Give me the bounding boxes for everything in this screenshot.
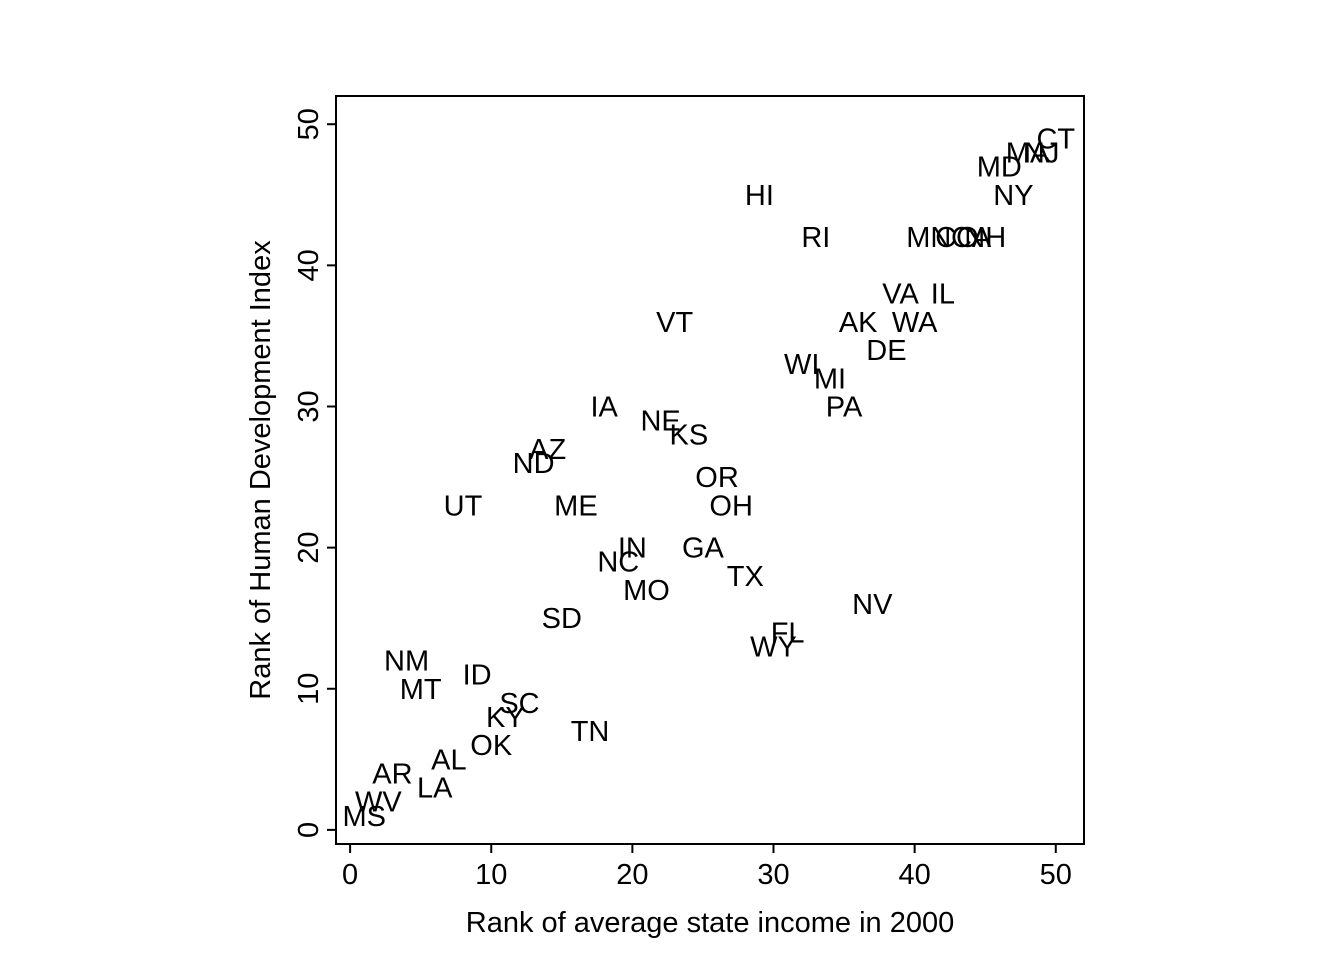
point-label-va: VA [882, 279, 919, 311]
x-tick-label: 30 [757, 859, 789, 891]
point-label-ky: KY [486, 702, 525, 734]
point-label-ks: KS [669, 420, 708, 452]
point-label-ny: NY [993, 180, 1033, 212]
y-tick-label: 50 [293, 108, 325, 140]
y-axis: 0 10 20 30 40 50 [293, 108, 336, 838]
point-label-id: ID [463, 660, 492, 692]
point-label-al: AL [431, 744, 466, 776]
x-tick-label: 50 [1040, 859, 1072, 891]
point-label-oh: OH [709, 490, 753, 522]
point-label-vt: VT [656, 307, 693, 339]
x-tick-label: 20 [616, 859, 648, 891]
point-label-mn: MN [906, 222, 951, 254]
point-label-or: OR [695, 462, 739, 494]
point-label-la: LA [417, 773, 453, 805]
point-label-co: CO [935, 222, 979, 254]
point-label-hi: HI [745, 180, 774, 212]
point-label-wv: WV [355, 787, 402, 819]
point-label-me: ME [554, 490, 598, 522]
point-label-ma: MA [1006, 137, 1050, 169]
y-tick-label: 40 [293, 249, 325, 281]
point-label-ut: UT [444, 490, 483, 522]
point-label-md: MD [977, 152, 1022, 184]
point-label-in: IN [618, 533, 647, 565]
point-label-ri: RI [801, 222, 830, 254]
point-label-mo: MO [623, 575, 670, 607]
y-tick-label: 0 [293, 822, 325, 838]
plot-frame [335, 95, 1085, 845]
point-label-wi: WI [784, 349, 819, 381]
point-label-tx: TX [727, 561, 764, 593]
x-tick-label: 40 [899, 859, 931, 891]
point-label-ak: AK [839, 307, 878, 339]
point-label-il: IL [931, 279, 955, 311]
x-tick-label: 0 [342, 859, 358, 891]
point-label-ms: MS [342, 801, 386, 833]
x-axis-title: Rank of average state income in 2000 [466, 907, 954, 939]
point-label-ok: OK [470, 730, 513, 762]
y-tick-label: 30 [293, 390, 325, 422]
point-label-de: DE [866, 335, 906, 367]
y-tick-label: 20 [293, 531, 325, 563]
point-label-nc: NC [597, 547, 639, 579]
point-label-sd: SD [542, 603, 582, 635]
point-label-ia: IA [590, 391, 618, 423]
point-label-ne: NE [640, 406, 680, 438]
point-label-ga: GA [682, 533, 725, 565]
point-label-tn: TN [571, 716, 610, 748]
point-label-sc: SC [499, 688, 539, 720]
point-label-nv: NV [852, 589, 893, 621]
point-label-az: AZ [529, 434, 566, 466]
x-tick-label: 10 [475, 859, 507, 891]
point-label-wy: WY [750, 631, 797, 663]
point-label-nd: ND [513, 448, 555, 480]
point-label-pa: PA [826, 391, 863, 423]
point-label-ca: CA [951, 222, 992, 254]
point-label-mi: MI [814, 363, 846, 395]
point-label-wa: WA [892, 307, 938, 339]
y-axis-title: Rank of Human Development Index [245, 240, 277, 700]
point-label-mt: MT [400, 674, 442, 706]
point-label-nh: NH [964, 222, 1006, 254]
point-label-nj: NJ [1024, 137, 1059, 169]
point-label-nm: NM [384, 646, 429, 678]
y-tick-label: 10 [293, 673, 325, 705]
point-label-ct: CT [1036, 123, 1075, 155]
x-axis: 0 10 20 30 40 50 [342, 844, 1072, 891]
point-label-fl: FL [771, 617, 805, 649]
point-label-ar: AR [372, 758, 412, 790]
